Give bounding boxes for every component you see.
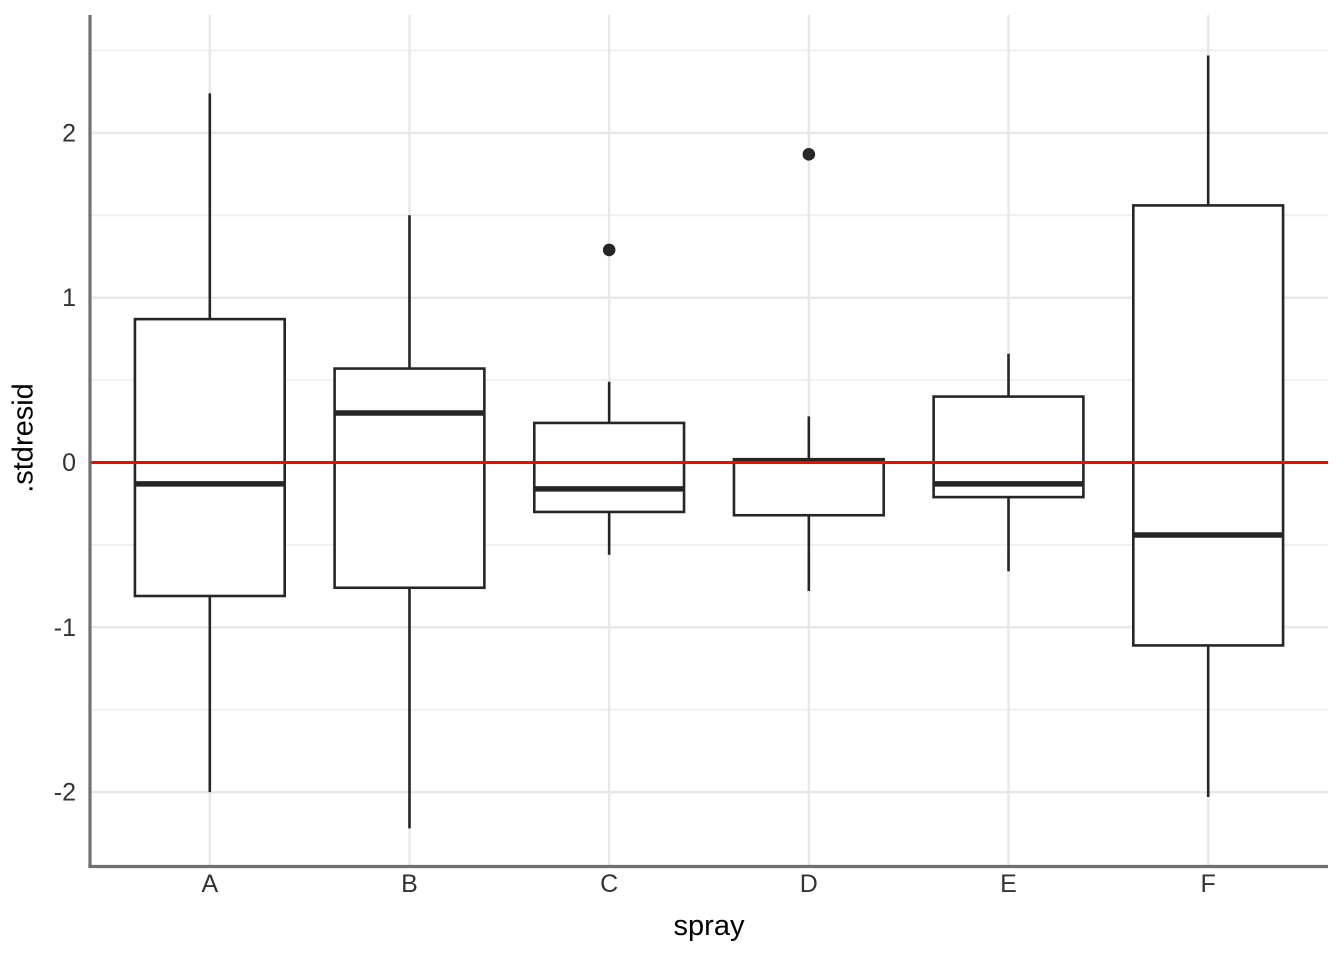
y-tick-label: 0 [62,449,76,477]
x-tick-label: C [600,870,618,898]
y-tick-label: 1 [62,284,76,312]
y-tick-label: 2 [62,119,76,147]
boxplot-box-A [133,317,286,598]
y-tick-label: -2 [54,779,76,807]
x-tick-label: B [401,870,418,898]
boxplot-box-E [932,395,1085,499]
x-tick-label: F [1201,870,1216,898]
boxplot-box-C [532,421,686,514]
boxplot-box-B [333,367,486,590]
boxplot-box-D [732,457,886,517]
x-tick-label: D [800,870,818,898]
outlier-point-C [602,243,616,257]
boxplot-box-F [1132,204,1285,647]
x-axis-title: spray [673,910,745,942]
outlier-point-D [802,148,816,161]
x-tick-label: E [1000,870,1017,898]
x-tick-label: A [201,870,218,898]
y-tick-label: -1 [54,614,76,642]
y-axis-title: .stdresid [7,383,40,493]
